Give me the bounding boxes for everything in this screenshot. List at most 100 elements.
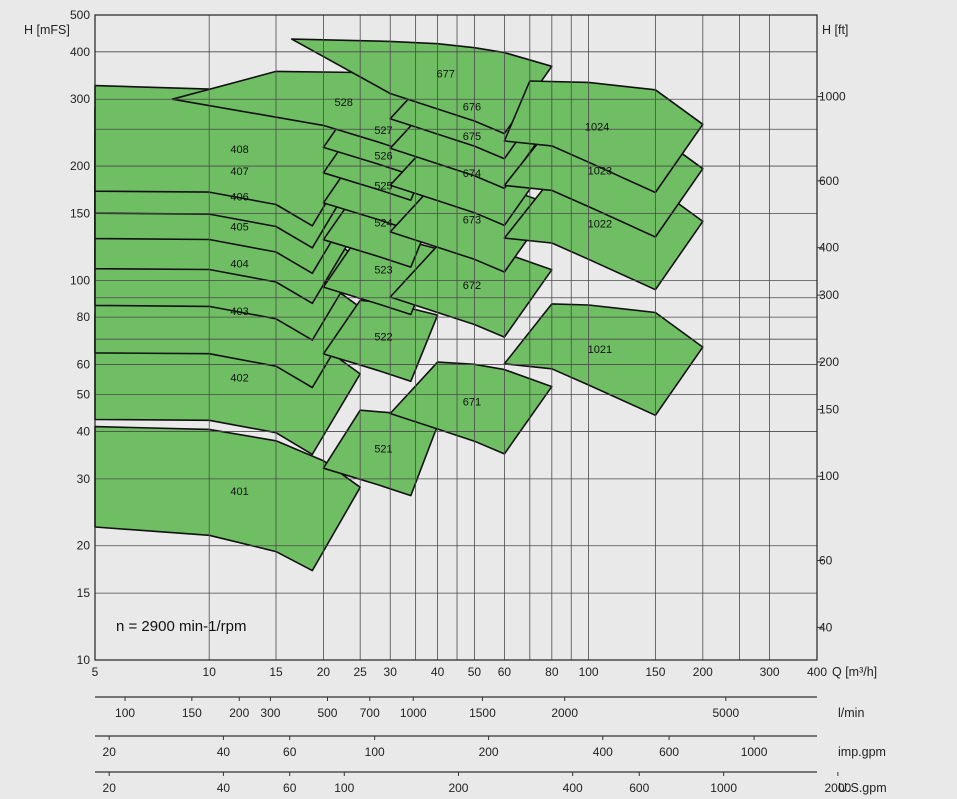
region-label-405: 405 — [230, 222, 248, 234]
pump-regions — [94, 38, 704, 572]
region-label-1021: 1021 — [588, 344, 612, 356]
region-label-402: 402 — [230, 373, 248, 385]
scale-tick-label: 300 — [260, 706, 280, 720]
scale-tick-label: 100 — [365, 745, 385, 759]
scale-tick-label: 40 — [217, 781, 231, 795]
y-tick-label: 40 — [77, 424, 91, 438]
right-tick-label: 40 — [819, 620, 833, 634]
scale-tick-label: 200 — [479, 745, 499, 759]
right-tick-label: 600 — [819, 174, 839, 188]
right-tick-label: 400 — [819, 241, 839, 255]
scale-tick-label: 40 — [217, 745, 231, 759]
region-label-672: 672 — [463, 280, 481, 292]
scale-tick-label: 400 — [563, 781, 583, 795]
region-label-1022: 1022 — [588, 218, 612, 230]
scale-tick-label: 1000 — [741, 745, 768, 759]
y-tick-label: 10 — [77, 653, 91, 667]
y-tick-label: 500 — [70, 8, 90, 22]
right-tick-label: 150 — [819, 402, 839, 416]
region-label-408: 408 — [230, 144, 248, 156]
y-tick-label: 20 — [77, 539, 91, 553]
x-tick-label: 20 — [317, 665, 331, 679]
x-tick-label: 40 — [431, 665, 445, 679]
right-tick-label: 100 — [819, 469, 839, 483]
right-tick-label: 1000 — [819, 90, 846, 104]
scale-tick-label: 60 — [283, 781, 297, 795]
axes: 5 10 15 20 25 30 40 50 60 80 100 150 200 300 400101520… — [24, 8, 877, 679]
region-label-675: 675 — [463, 131, 481, 143]
scale-tick-label: 20 — [103, 781, 117, 795]
scale-tick-label: 200 — [229, 706, 249, 720]
region-label-521: 521 — [374, 443, 392, 455]
region-label-525: 525 — [374, 181, 392, 193]
region-label-522: 522 — [374, 331, 392, 343]
y-tick-label: 80 — [77, 310, 91, 324]
region-label-677: 677 — [437, 69, 455, 81]
x-tick-label: 5 — [92, 665, 99, 679]
region-401 — [94, 425, 362, 572]
region-label-406: 406 — [230, 192, 248, 204]
region-label-404: 404 — [230, 259, 248, 271]
region-label-407: 407 — [230, 166, 248, 178]
right-tick-label: 200 — [819, 355, 839, 369]
x-tick-label: 100 — [579, 665, 599, 679]
scale-tick-label: 1000 — [400, 706, 427, 720]
x-tick-label: 60 — [498, 665, 512, 679]
scale-tick-label: 600 — [659, 745, 679, 759]
x-tick-label: 150 — [645, 665, 665, 679]
region-label-674: 674 — [463, 168, 481, 180]
x-axis-title: Q [m³/h] — [832, 665, 877, 679]
scale-tick-label: 2000 — [825, 781, 852, 795]
scale-tick-label: 200 — [448, 781, 468, 795]
scale-tick-label: 150 — [182, 706, 202, 720]
region-label-527: 527 — [374, 125, 392, 137]
scale-tick-label: 100 — [334, 781, 354, 795]
region-label-1023: 1023 — [588, 166, 612, 178]
scale-title: U.S.gpm — [838, 781, 887, 795]
scale-tick-label: 100 — [115, 706, 135, 720]
y-tick-label: 150 — [70, 207, 90, 221]
x-tick-label: 25 — [353, 665, 367, 679]
scale-tick-label: 700 — [360, 706, 380, 720]
y-tick-label: 60 — [77, 358, 91, 372]
y-axis-title-left: H [mFS] — [24, 23, 70, 37]
speed-annotation: n = 2900 min-1/rpm — [116, 618, 246, 635]
scale-title: imp.gpm — [838, 745, 886, 759]
scale-tick-label: 1000 — [710, 781, 737, 795]
right-tick-label: 60 — [819, 553, 833, 567]
scale-tick-label: 400 — [593, 745, 613, 759]
scale-tick-label: 60 — [283, 745, 297, 759]
x-tick-label: 15 — [269, 665, 283, 679]
x-tick-label: 400 — [807, 665, 827, 679]
region-label-524: 524 — [374, 218, 392, 230]
region-label-526: 526 — [374, 151, 392, 163]
region-label-673: 673 — [463, 215, 481, 227]
region-labels: 401 402 403 404 405 406 407 408 521 522 523 524 525 5… — [230, 69, 612, 498]
region-label-671: 671 — [463, 396, 481, 408]
y-tick-label: 300 — [70, 92, 90, 106]
scale-tick-label: 2000 — [551, 706, 578, 720]
y-tick-label: 400 — [70, 45, 90, 59]
scale-tick-label: 20 — [103, 745, 117, 759]
region-label-523: 523 — [374, 265, 392, 277]
y-tick-label: 200 — [70, 159, 90, 173]
y-axis-title-right: H [ft] — [822, 23, 848, 37]
plot-frame — [94, 14, 818, 661]
y-tick-label: 50 — [77, 388, 91, 402]
y-tick-label: 30 — [77, 472, 91, 486]
x-tick-label: 80 — [545, 665, 559, 679]
scale-tick-label: 1500 — [469, 706, 496, 720]
region-label-676: 676 — [463, 102, 481, 114]
gridlines — [94, 14, 818, 661]
right-tick-label: 300 — [819, 288, 839, 302]
y-tick-label: 15 — [77, 586, 91, 600]
scale-tick-label: 500 — [317, 706, 337, 720]
region-label-1024: 1024 — [585, 121, 609, 133]
scale-title: l/min — [838, 706, 864, 720]
x-tick-label: 10 — [203, 665, 217, 679]
x-tick-label: 200 — [693, 665, 713, 679]
region-label-401: 401 — [230, 486, 248, 498]
unit-conversion-scales: 100 150 200 300 500 700 1000 1500 2000 5000 l/min 2… — [95, 696, 887, 795]
x-tick-label: 30 — [384, 665, 398, 679]
